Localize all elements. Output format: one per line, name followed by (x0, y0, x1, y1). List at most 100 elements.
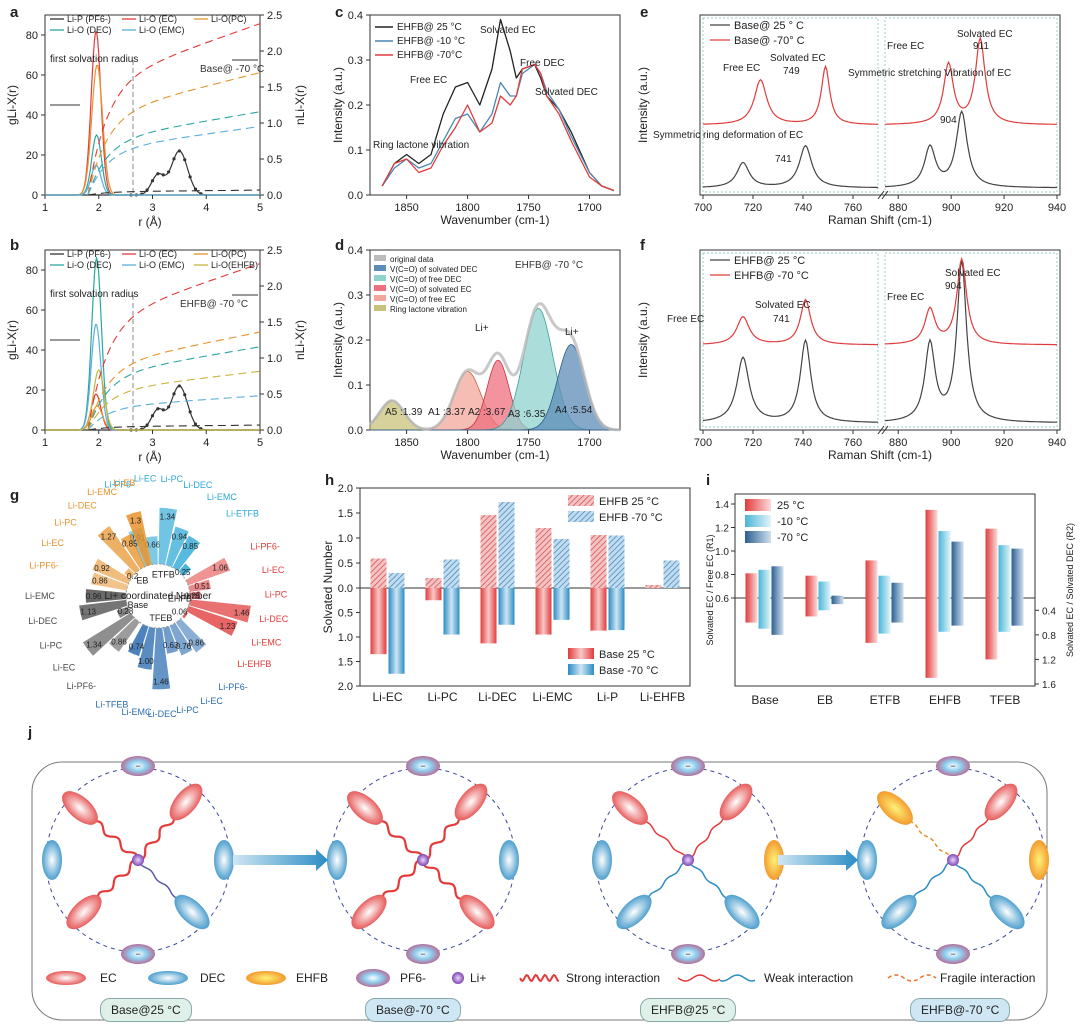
e-ann-749: 749 (783, 66, 800, 77)
e-xtick-label: 740 (794, 202, 812, 214)
e-xtick-label: 900 (942, 202, 960, 214)
c-ytick-label: 0.3 (348, 55, 363, 67)
li-ion-icon (682, 854, 694, 866)
i-bar-r1 (758, 569, 771, 598)
i-legend-swatch (745, 531, 771, 543)
g-sector-label: Li-DEC (183, 480, 213, 490)
a-yrtick-label: 2.0 (267, 46, 282, 58)
i-legend-label: 25 °C (777, 500, 805, 512)
b-yrtick-label: 2.5 (267, 245, 282, 257)
interaction-line (94, 819, 140, 861)
g-sector-label: Li-EMC (87, 487, 118, 497)
panel-c-legend: EHFB@ 25 °C EHFB@ -10 °C EHFB@ -70°C (375, 22, 465, 61)
panel-d-y-ticks: 0.0 0.1 0.2 0.3 0.4 (348, 245, 370, 437)
panel-f-raman-chart: 700 720 740 760 880 900 920 940 EHFB@ 25 °CEHFB… (636, 249, 1066, 462)
pf6-ion-icon (121, 756, 155, 776)
scheme-label-base-70: Base@-70 °C (365, 998, 461, 1022)
h-xtick-label: Li-EHFB (640, 690, 685, 704)
panel-a-x-ticks: 1 2 3 4 5 (42, 195, 263, 214)
ec-molecule-icon (612, 791, 648, 825)
g-sector-bar (178, 563, 192, 577)
g-center-label: Li+ coordinated Number (104, 591, 212, 602)
g-sector-label: Li-PC (176, 705, 199, 715)
g-sector-value: 0.86 (111, 638, 127, 647)
f-xtick-label: 700 (694, 437, 712, 449)
i-bar-r2 (925, 598, 938, 678)
g-sector-value: 0.74 (129, 643, 145, 652)
d-peak-a2: A2 :3.67 (468, 407, 506, 418)
c-legend-label: EHFB@ -10 °C (397, 36, 465, 47)
panel-e-xlabel: Raman Shift (cm-1) (828, 213, 932, 227)
i-bar-r2 (891, 598, 904, 623)
g-sector-label: Li-PF6- (67, 681, 97, 691)
i-xtick-label: EB (817, 693, 833, 707)
g-sector-bar (172, 535, 201, 571)
panel-b-coordination-curves (50, 262, 261, 431)
b-xtick-label: 3 (149, 437, 155, 449)
g-sector-bar (188, 579, 211, 592)
a-xtick-label: 1 (42, 202, 48, 214)
g-sector-bar (92, 558, 131, 585)
a-lip-dot (150, 179, 155, 183)
panel-d-x-ticks: 1850 1800 1750 1700 (394, 430, 602, 449)
g-sector-bar (145, 536, 158, 565)
h-ytick-label: 0.5 (338, 558, 353, 570)
g-sector-label: Li-EB (113, 478, 135, 488)
g-sector-bar (97, 525, 140, 574)
b-ytick-label: 60 (26, 305, 38, 317)
g-sector-label: Li-PC (265, 589, 288, 599)
a-lip-dot (161, 173, 165, 177)
b-ytick-label: 40 (26, 345, 38, 357)
panel-a-condition: Base@ -70 °C (200, 64, 264, 75)
i-ytick-label: 1.2 (715, 524, 729, 535)
i-bar-r2 (1011, 598, 1024, 626)
panel-i-ylabel-right: Solvated EC / Solvated DEC (R2) (1065, 523, 1075, 657)
panel-d-ylabel: Intensity (a.u.) (331, 302, 345, 378)
e-ann-solvated-ec: Solvated EC (770, 53, 826, 64)
g-sector-label: Li-PF6- (29, 560, 59, 570)
panel-f-frame (699, 249, 1061, 431)
h-xtick-label: Li-EMC (532, 690, 572, 704)
d-ytick-label: 0.0 (348, 425, 363, 437)
b-coord-series-3 (87, 395, 261, 431)
pf6-ion-icon (671, 944, 705, 964)
f-xtick-label: 720 (744, 437, 762, 449)
h-legend-swatch-top (568, 511, 594, 522)
a-rdf-series-0 (45, 150, 260, 196)
panel-letter-a: a (10, 4, 19, 21)
f-xtick-label: 760 (844, 437, 862, 449)
panel-c-y-ticks: 0.0 0.1 0.2 0.3 0.4 (348, 10, 370, 202)
b-lip-dot (188, 410, 192, 414)
f-ann-solvated-ec: Solvated EC (755, 300, 811, 311)
legend-ehfb-icon (246, 971, 286, 985)
e-legend-label: Base@ 25 ° C (734, 20, 804, 32)
panel-h-bars (360, 502, 690, 674)
interaction-line (96, 858, 139, 900)
a-ytick-label: 60 (26, 70, 38, 82)
dec-molecule-icon (857, 840, 877, 880)
b-xtick-label: 1 (42, 437, 48, 449)
g-sector-label: Li-EC (134, 474, 157, 484)
g-sector-label: Li-EC (262, 565, 285, 575)
d-xtick-label: 1850 (394, 437, 418, 449)
h-bar-ehfb-25 (645, 585, 662, 588)
f-xtick-label: 740 (794, 437, 812, 449)
panel-b-legend: Li-P (PF6-) Li-O (EC) Li-O(PC) Li-O (DEC) Li… (50, 249, 258, 270)
a-legend-label: Li-O (EMC) (139, 25, 185, 35)
g-sector-label: Li-ETFB (226, 509, 259, 519)
a-xtick-label: 5 (257, 202, 263, 214)
d-li-label-2: Li+ (565, 327, 579, 338)
pf6-ion-icon (936, 944, 970, 964)
a-yrtick-label: 2.5 (267, 10, 282, 22)
h-ytick-label: 2.0 (338, 483, 353, 495)
panel-b-y-ticks: 0 20 40 60 80 (26, 265, 45, 437)
transition-arrow-icon (778, 849, 858, 871)
b-xtick-label: 5 (257, 437, 263, 449)
legend-dec-label: DEC (200, 971, 226, 985)
g-sector-value: 0.92 (94, 564, 110, 573)
h-bar-ehfb-70 (663, 560, 680, 588)
h-bar-ehfb-25 (535, 528, 552, 588)
i-yrtick-label: 1.2 (1042, 655, 1056, 666)
i-xtick-label: EHFB (929, 693, 961, 707)
g-sector-value: 0.85 (122, 539, 138, 548)
